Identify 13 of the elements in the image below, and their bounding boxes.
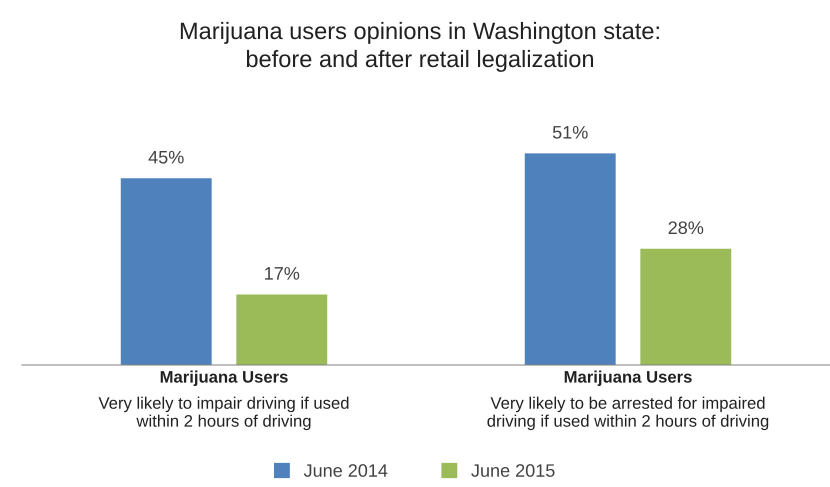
- bar: [236, 294, 328, 366]
- bar: [524, 153, 616, 366]
- legend-label: June 2014: [304, 464, 388, 477]
- bar: [120, 178, 212, 366]
- legend-label: June 2015: [471, 464, 555, 477]
- bar: [640, 248, 732, 366]
- chart-title: Marijuana users opinions in Washington state: before and after retail legalization: [180, 22, 659, 72]
- data-label: 17%: [265, 267, 300, 280]
- data-label: 28%: [668, 221, 704, 234]
- data-label: 51%: [552, 126, 588, 139]
- data-label: 45%: [148, 150, 184, 164]
- x-tick-label: Marijuana Users Very likely to be arrested for impaired driving if used within 2 hours of driving: [487, 370, 768, 430]
- x-tick-label: Marijuana Users Very likely to impair driving if used within 2 hours of driving: [98, 370, 348, 430]
